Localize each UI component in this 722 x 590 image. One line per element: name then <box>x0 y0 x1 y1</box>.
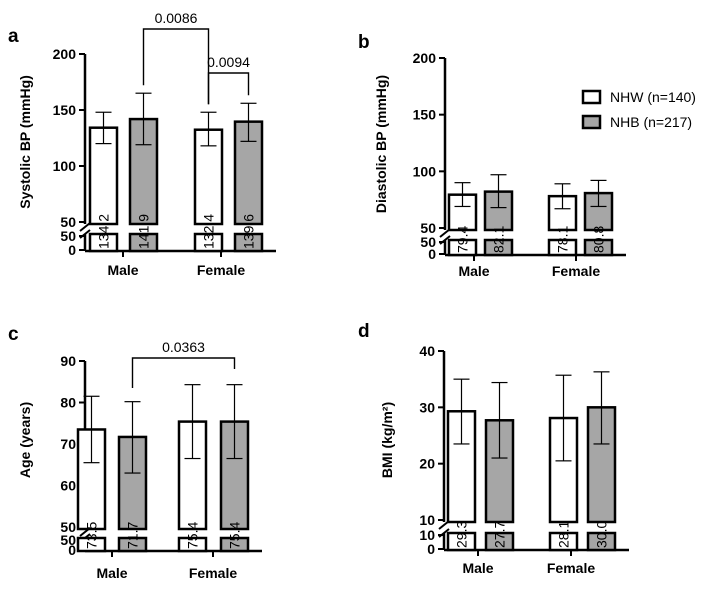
category-label-female: Female <box>197 262 245 278</box>
legend-swatch-nhw <box>581 89 602 105</box>
y-tick-label: 150 <box>413 107 437 123</box>
y-tick-label: 150 <box>53 102 77 118</box>
y-tick-label: 90 <box>60 353 76 369</box>
panel-a-label: a <box>8 26 19 47</box>
bar-male-nhw <box>446 410 477 524</box>
category-label-male: Male <box>462 560 493 576</box>
significance-bracket <box>207 72 250 105</box>
bar-lower-male-nhb <box>128 232 159 253</box>
y-tick-label: 200 <box>413 50 437 66</box>
value-label: 132.4 <box>201 214 217 249</box>
value-label: 139.6 <box>241 214 257 249</box>
significance-bracket <box>131 357 236 388</box>
panel-a-ylabel: Systolic BP (mmHg) <box>17 75 33 209</box>
y-tick-label: 10 <box>419 512 435 528</box>
bar-lower-female-nhw <box>193 232 224 253</box>
bar-lower-male-nhw <box>76 536 107 553</box>
category-label-female: Female <box>552 263 600 279</box>
value-label: 73.5 <box>84 522 100 549</box>
panel-b-ylabel: Diastolic BP (mmHg) <box>373 75 389 213</box>
bar-lower-male-nhw <box>446 531 477 552</box>
value-label: 80.8 <box>591 226 607 253</box>
value-label: 30.0 <box>594 521 610 548</box>
panel-b-label: b <box>358 32 370 53</box>
legend-label-nhw: NHW (n=140) <box>610 89 696 105</box>
y-tick-label-lower: 10 <box>419 527 435 543</box>
y-tick-label: 100 <box>53 158 77 174</box>
value-label: 29.3 <box>454 521 470 548</box>
y-tick-label: 50 <box>420 220 436 236</box>
value-label: 28.1 <box>556 521 572 548</box>
bar-lower-male-nhw <box>88 232 119 253</box>
category-label-male: Male <box>107 262 138 278</box>
bar-lower-female-nhb <box>233 232 264 253</box>
y-tick-label-lower: 50 <box>420 234 436 250</box>
panel-d-ylabel: BMI (kg/m²) <box>379 402 395 478</box>
axis-break-mark <box>79 222 91 232</box>
y-tick-label: 200 <box>53 46 77 62</box>
value-label: 78.1 <box>555 226 571 253</box>
y-tick-label: 30 <box>419 399 435 415</box>
value-label: 141.9 <box>136 214 152 249</box>
category-label-female: Female <box>547 560 595 576</box>
bar-female-nhb <box>583 191 614 232</box>
value-label: 134.2 <box>96 214 112 249</box>
y-tick-label-lower: 0 <box>68 542 76 558</box>
bar-lower-female-nhw <box>547 238 578 257</box>
panel-c-ylabel: Age (years) <box>17 402 33 478</box>
significance-label: 0.0086 <box>155 10 198 26</box>
y-tick-label-lower: 0 <box>427 541 435 557</box>
y-tick-label: 50 <box>60 214 76 230</box>
bar-lower-male-nhb <box>483 238 514 257</box>
y-tick-label: 70 <box>60 436 76 452</box>
bar-lower-female-nhw <box>548 531 579 552</box>
y-tick-label-lower: 0 <box>68 242 76 258</box>
bar-lower-male-nhw <box>447 238 478 257</box>
category-label-female: Female <box>189 565 237 581</box>
value-label: 79.4 <box>455 226 471 253</box>
value-label: 75.4 <box>185 522 201 549</box>
legend-swatch-nhb <box>581 114 602 130</box>
value-label: 75.4 <box>227 522 243 549</box>
y-tick-label-lower: 0 <box>428 246 436 262</box>
bar-lower-female-nhb <box>219 536 250 553</box>
value-label: 71.7 <box>125 522 141 549</box>
panel-b: b Diastolic BP (mmHg) 50100150200500Male… <box>358 32 626 279</box>
category-label-male: Male <box>458 263 489 279</box>
y-tick-label: 20 <box>419 456 435 472</box>
bar-lower-male-nhb <box>117 536 148 553</box>
panel-d-label: d <box>358 321 370 342</box>
value-label: 82.1 <box>491 226 507 253</box>
bar-lower-female-nhb <box>586 531 617 552</box>
category-label-male: Male <box>96 565 127 581</box>
bar-lower-female-nhb <box>583 238 614 257</box>
y-tick-label-lower: 50 <box>60 532 76 548</box>
y-tick-label: 50 <box>60 519 76 535</box>
y-tick-label-lower: 50 <box>60 228 76 244</box>
significance-label: 0.0363 <box>162 339 205 355</box>
legend-label-nhb: NHB (n=217) <box>610 114 692 130</box>
value-label: 27.7 <box>492 521 508 548</box>
y-tick-label: 80 <box>60 395 76 411</box>
significance-bracket <box>142 28 210 105</box>
significance-label: 0.0094 <box>207 54 250 70</box>
bar-lower-male-nhb <box>484 531 515 552</box>
y-tick-label: 100 <box>413 163 437 179</box>
panel-c-label: c <box>8 324 19 345</box>
y-tick-label: 40 <box>419 343 435 359</box>
y-tick-label: 60 <box>60 478 76 494</box>
bar-lower-female-nhw <box>177 536 208 553</box>
legend: NHW (n=140) NHB (n=217) <box>581 89 696 130</box>
